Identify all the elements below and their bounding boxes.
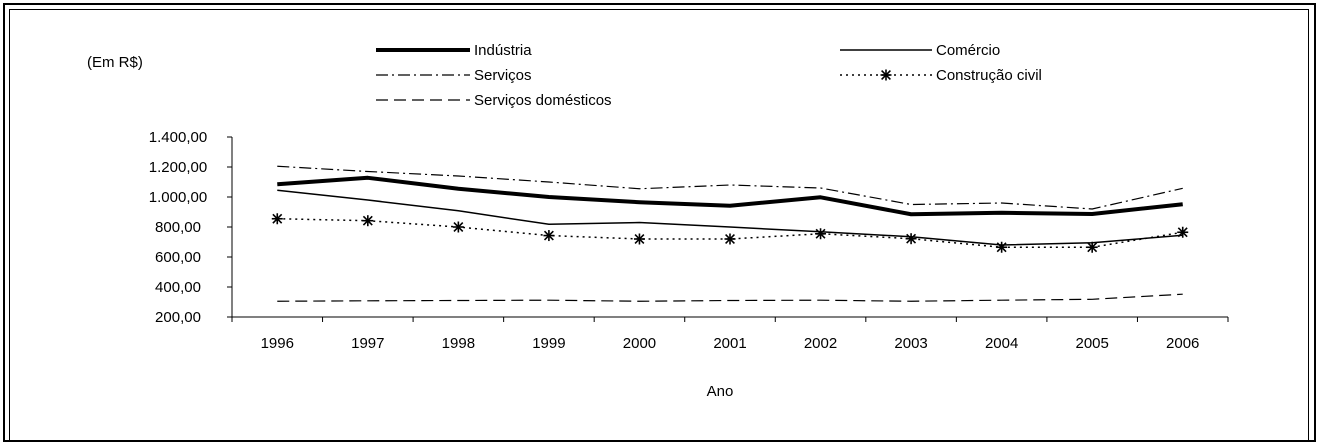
series-marker bbox=[1086, 241, 1098, 253]
legend-label: Construção civil bbox=[936, 67, 1042, 84]
legend-item: Serviços bbox=[376, 67, 532, 84]
x-axis-title: Ano bbox=[707, 383, 734, 400]
y-tick-label: 400,00 bbox=[155, 279, 201, 296]
y-tick-label: 1.000,00 bbox=[149, 189, 207, 206]
series-marker bbox=[996, 241, 1008, 253]
series-line-4 bbox=[277, 218, 1183, 248]
x-tick-label: 2005 bbox=[1075, 335, 1108, 352]
y-tick-label: 600,00 bbox=[155, 249, 201, 266]
y-tick-label: 1.200,00 bbox=[149, 159, 207, 176]
series-marker bbox=[271, 213, 283, 225]
series-marker bbox=[724, 233, 736, 245]
legend-marker bbox=[880, 69, 892, 81]
series-line-3 bbox=[277, 165, 1183, 210]
y-tick-label: 800,00 bbox=[155, 219, 201, 236]
series-marker bbox=[362, 215, 374, 227]
x-tick-label: 1996 bbox=[261, 335, 294, 352]
x-tick-label: 2001 bbox=[713, 335, 746, 352]
series-marker bbox=[452, 221, 464, 233]
x-tick-label: 1999 bbox=[532, 335, 565, 352]
y-tick-label: 200,00 bbox=[155, 309, 201, 326]
outer-frame bbox=[3, 3, 1316, 442]
series-group bbox=[271, 165, 1189, 302]
x-tick-label: 2000 bbox=[623, 335, 656, 352]
legend-label: Indústria bbox=[474, 42, 532, 59]
series-line-1 bbox=[277, 175, 1183, 217]
series-marker bbox=[543, 230, 555, 242]
series-line-5 bbox=[277, 293, 1183, 302]
unit-label: (Em R$) bbox=[87, 54, 143, 71]
axes: 200,00 400,00 600,00 800,00 1.000,00 1.200,00… bbox=[149, 129, 1229, 352]
series-marker bbox=[633, 233, 645, 245]
series-marker bbox=[815, 228, 827, 240]
x-tick-label: 1997 bbox=[351, 335, 384, 352]
legend-item: Comércio bbox=[840, 42, 1000, 59]
legend-item: Indústria bbox=[376, 42, 532, 59]
x-tick-label: 2002 bbox=[804, 335, 837, 352]
inner-frame bbox=[9, 9, 1309, 442]
series-line-2 bbox=[277, 189, 1183, 246]
legend: Indústria Comércio Serviços Construção civi… bbox=[376, 42, 1042, 109]
legend-label: Comércio bbox=[936, 42, 1000, 59]
legend-label: Serviços bbox=[474, 67, 532, 84]
legend-label: Serviços domésticos bbox=[474, 92, 612, 109]
x-tick-label: 2003 bbox=[894, 335, 927, 352]
series-marker bbox=[905, 233, 917, 245]
series-marker bbox=[1177, 226, 1189, 238]
x-tick-label: 2006 bbox=[1166, 335, 1199, 352]
x-tick-label: 2004 bbox=[985, 335, 1018, 352]
legend-item: Serviços domésticos bbox=[376, 92, 612, 109]
x-tick-label: 1998 bbox=[442, 335, 475, 352]
legend-item: Construção civil bbox=[840, 67, 1042, 84]
y-tick-label: 1.400,00 bbox=[149, 129, 207, 146]
